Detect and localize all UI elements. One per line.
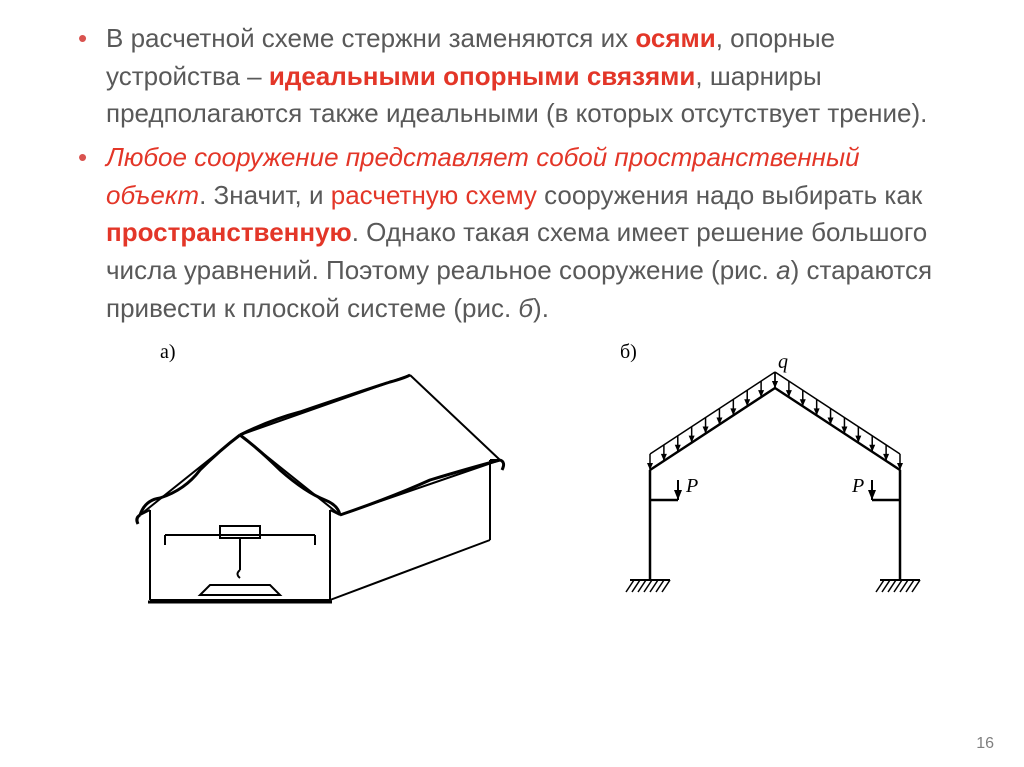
ref-b: б <box>518 293 533 323</box>
load-P-left: P <box>685 475 698 497</box>
text: сооружения надо выбирать как <box>537 180 922 210</box>
emph-ideal-supports: идеальными опорными связями <box>269 61 696 91</box>
emph-axes: осями <box>635 23 715 53</box>
text: В расчетной схеме стержни заменяются их <box>106 23 635 53</box>
bullet-list: В расчетной схеме стержни заменяются их … <box>70 20 964 328</box>
bullet-2: Любое сооружение представляет собой прос… <box>70 139 964 327</box>
emph-spatial: пространственную <box>106 217 352 247</box>
figure-a: а) <box>90 340 530 630</box>
emph-scheme: расчетную схему <box>331 180 537 210</box>
figure-b-label: б) <box>620 341 637 363</box>
load-q: q <box>778 351 788 373</box>
page-number: 16 <box>976 735 994 753</box>
bullet-1: В расчетной схеме стержни заменяются их … <box>70 20 964 133</box>
ref-a: а <box>776 255 790 285</box>
text: ). <box>533 293 549 323</box>
load-P-right: P <box>851 475 864 497</box>
figure-b: б) P P q <box>600 340 960 630</box>
figure-row: а) <box>70 340 964 640</box>
text: . Значит, и <box>199 180 331 210</box>
figure-a-label: а) <box>160 341 176 363</box>
